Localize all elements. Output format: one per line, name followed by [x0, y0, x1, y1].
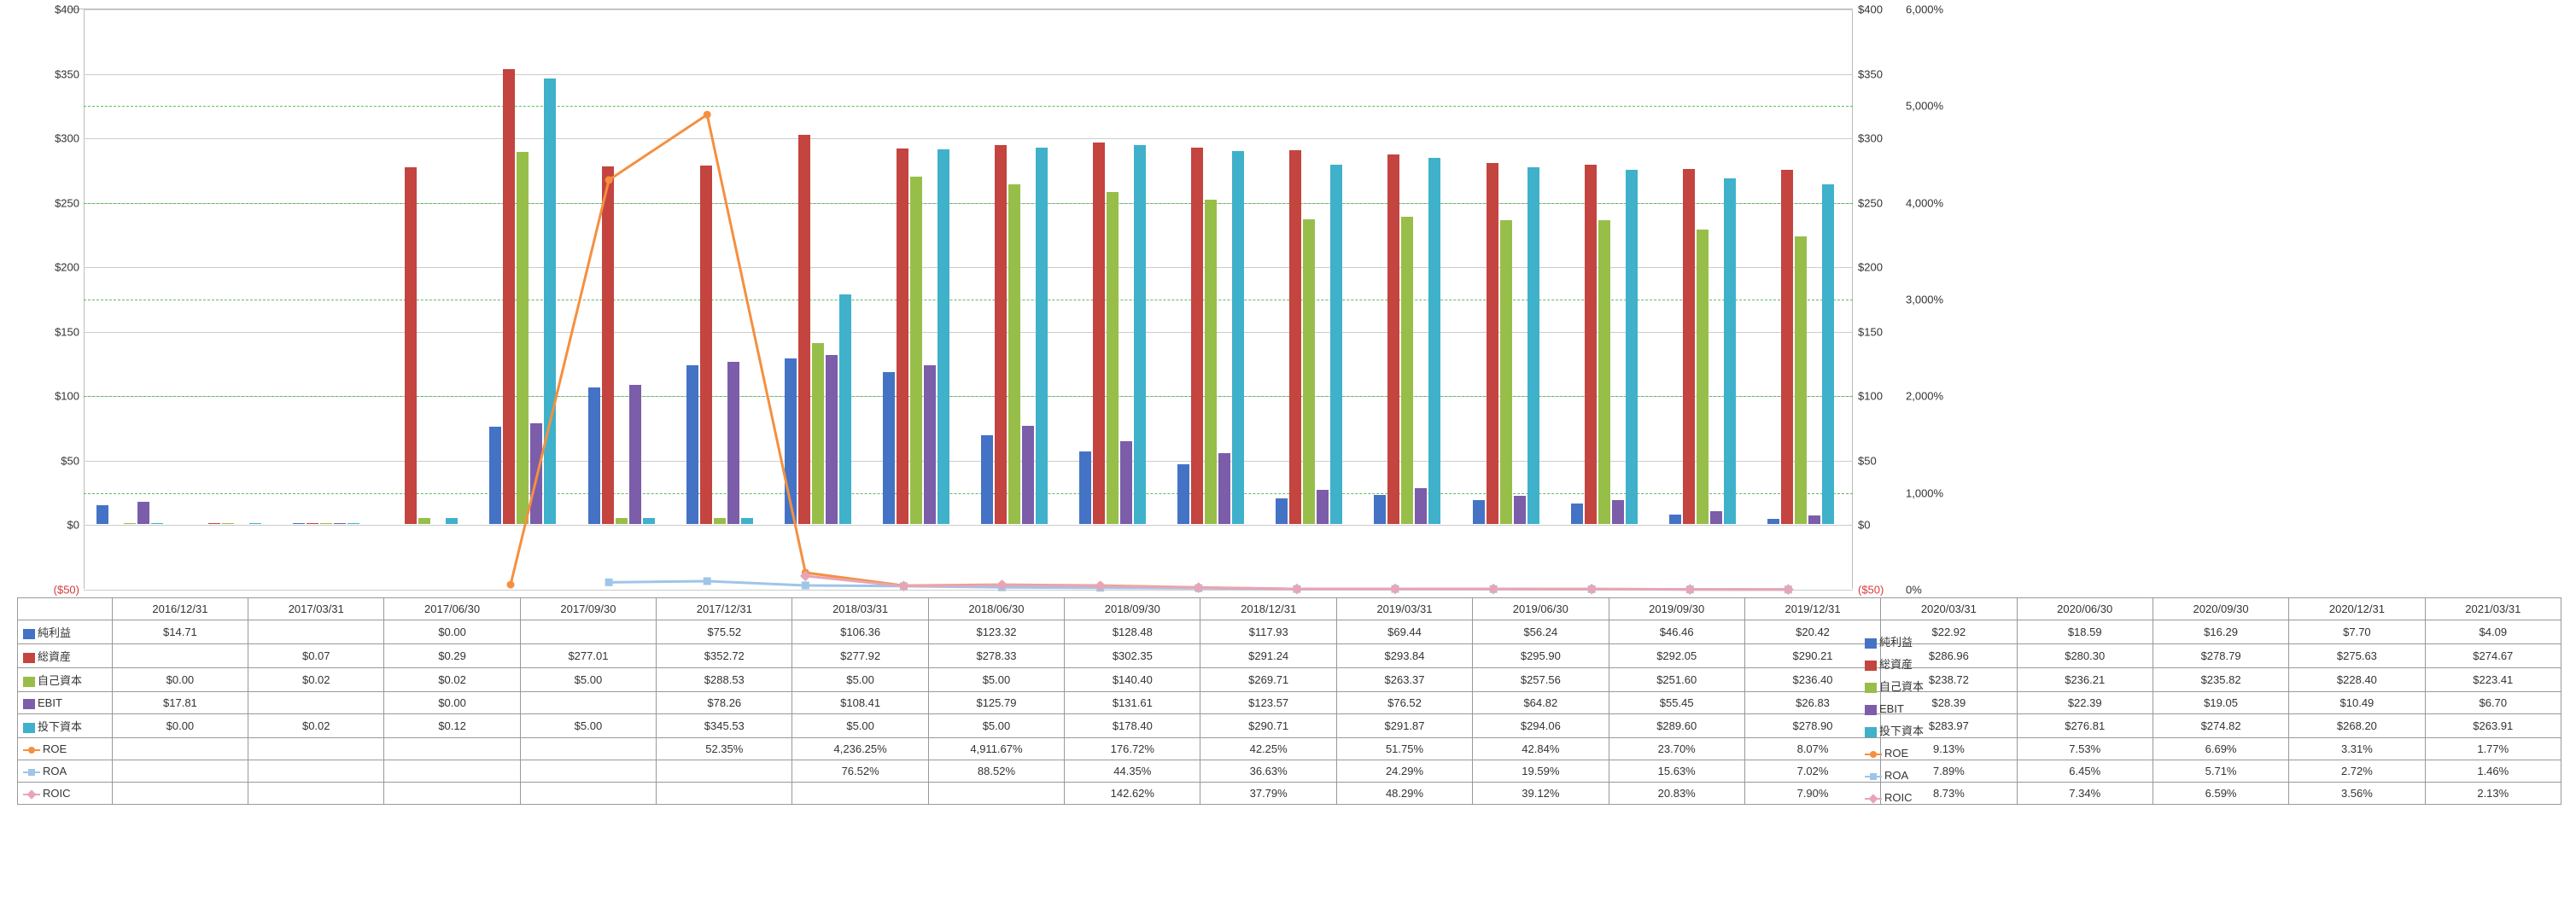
y-right1-tick-label: $50 — [1853, 454, 1877, 467]
y-right1-tick-label: $150 — [1853, 325, 1883, 338]
table-row: 自己資本$0.00$0.02$0.02$5.00$288.53$5.00$5.0… — [18, 668, 2561, 692]
line-roe — [511, 114, 1788, 589]
legend-item-ni: 純利益 — [1861, 632, 1924, 654]
period-header: 2018/12/31 — [1200, 598, 1336, 620]
table-row: 投下資本$0.00$0.02$0.12$5.00$345.53$5.00$5.0… — [18, 714, 2561, 738]
data-table: 2016/12/312017/03/312017/06/302017/09/30… — [17, 597, 2561, 805]
period-header: 2020/03/31 — [1881, 598, 2017, 620]
row-header-roe: ROE — [18, 738, 113, 760]
table-row: 総資産$0.07$0.29$277.01$352.72$277.92$278.3… — [18, 644, 2561, 668]
y-right2-tick-label: 0% — [1904, 584, 1922, 597]
period-header: 2016/12/31 — [112, 598, 248, 620]
row-header-roic: ROIC — [18, 783, 113, 805]
period-header: 2017/09/30 — [520, 598, 656, 620]
table-header-row: 2016/12/312017/03/312017/06/302017/09/30… — [18, 598, 2561, 620]
y-right2-tick-label: 6,000% — [1904, 3, 1943, 16]
y-right1-tick-label: $400 — [1853, 3, 1883, 16]
period-header: 2021/03/31 — [2425, 598, 2561, 620]
period-header: 2020/12/31 — [2289, 598, 2425, 620]
row-header-ta: 総資産 — [18, 644, 113, 668]
table-row: ROIC142.62%37.79%48.29%39.12%20.83%7.90%… — [18, 783, 2561, 805]
y-right1-tick-label: $250 — [1853, 196, 1883, 209]
period-header: 2017/06/30 — [384, 598, 520, 620]
y-right2-tick-label: 5,000% — [1904, 100, 1943, 113]
marker-roa — [704, 577, 711, 585]
y-right1-tick-label: ($50) — [1853, 584, 1884, 597]
y-right2-tick-label: 4,000% — [1904, 196, 1943, 209]
y-right2-tick-label: 2,000% — [1904, 390, 1943, 403]
period-header: 2018/03/31 — [792, 598, 928, 620]
y-right1-tick-label: $350 — [1853, 67, 1883, 80]
period-header: 2020/06/30 — [2017, 598, 2153, 620]
legend-right: 純利益総資産自己資本EBIT投下資本ROEROAROIC — [1861, 632, 1924, 809]
row-header-roa: ROA — [18, 760, 113, 783]
legend-item-ta: 総資産 — [1861, 654, 1924, 676]
chart-plot-area: $400$350$300$250$200$150$100$50$0($50) $… — [68, 9, 1853, 589]
period-header: 2018/06/30 — [928, 598, 1064, 620]
legend-item-ebit: EBIT — [1861, 698, 1924, 720]
marker-roe — [507, 581, 515, 589]
period-header: 2019/09/30 — [1609, 598, 1744, 620]
marker-roa — [802, 581, 809, 589]
legend-item-ic: 投下資本 — [1861, 720, 1924, 742]
y-right1-tick-label: $0 — [1853, 519, 1870, 532]
row-header-ic: 投下資本 — [18, 714, 113, 738]
table-row: ROE52.35%4,236.25%4,911.67%176.72%42.25%… — [18, 738, 2561, 760]
lines-layer — [68, 9, 1853, 589]
table-row: 純利益$14.71$0.00$75.52$106.36$123.32$128.4… — [18, 620, 2561, 644]
y-right1-tick-label: $200 — [1853, 261, 1883, 274]
legend-item-roe: ROE — [1861, 742, 1924, 765]
data-table-area: 2016/12/312017/03/312017/06/302017/09/30… — [17, 597, 2561, 805]
row-header-eq: 自己資本 — [18, 668, 113, 692]
period-header: 2018/09/30 — [1065, 598, 1200, 620]
marker-roe — [605, 176, 613, 183]
y-right2-tick-label: 1,000% — [1904, 486, 1943, 499]
period-header: 2017/03/31 — [248, 598, 384, 620]
marker-roe — [704, 111, 711, 119]
table-row: EBIT$17.81$0.00$78.26$108.41$125.79$131.… — [18, 692, 2561, 714]
period-header: 2017/12/31 — [657, 598, 792, 620]
y-right1-tick-label: $300 — [1853, 132, 1883, 145]
y-right2-tick-label: 3,000% — [1904, 294, 1943, 306]
legend-item-roa: ROA — [1861, 765, 1924, 787]
row-header-ni: 純利益 — [18, 620, 113, 644]
period-header: 2019/12/31 — [1744, 598, 1880, 620]
period-header: 2020/09/30 — [2153, 598, 2288, 620]
legend-item-roic: ROIC — [1861, 787, 1924, 809]
legend-item-eq: 自己資本 — [1861, 676, 1924, 698]
y-right1-tick-label: $100 — [1853, 390, 1883, 403]
table-row: ROA76.52%88.52%44.35%36.63%24.29%19.59%1… — [18, 760, 2561, 783]
period-header: 2019/06/30 — [1473, 598, 1609, 620]
period-header: 2019/03/31 — [1336, 598, 1472, 620]
marker-roa — [605, 579, 613, 586]
row-header-ebit: EBIT — [18, 692, 113, 714]
